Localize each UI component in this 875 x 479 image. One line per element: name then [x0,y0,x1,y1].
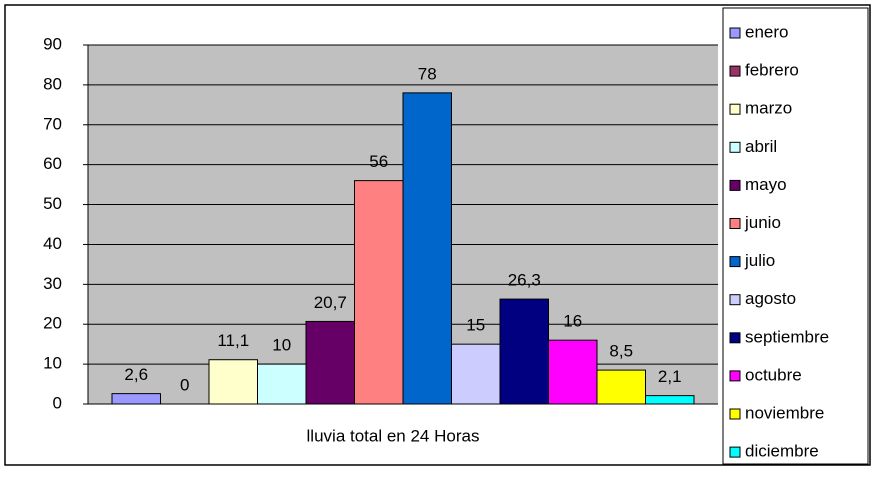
legend-label: noviembre [745,403,824,422]
y-tick-label: 50 [43,194,62,213]
bar [499,298,549,405]
y-tick-label: 20 [43,314,62,333]
legend-swatch [729,218,741,229]
legend-label: diciembre [745,442,819,461]
legend-box [722,7,869,465]
bar [548,339,598,405]
bar [451,343,501,405]
x-tick-label: lluvia total en 24 Horas [307,426,480,445]
data-label: 78 [418,64,437,83]
data-label: 20,7 [314,293,347,312]
legend-label: abril [745,137,777,156]
bar [354,180,404,405]
data-label: 15 [466,316,485,335]
y-tick-label: 60 [43,154,62,173]
bar [305,320,355,405]
data-label: 2,6 [124,365,148,384]
data-label: 16 [563,312,582,331]
legend-label: mayo [745,175,787,194]
data-label: 11,1 [217,331,249,350]
y-tick-label: 80 [43,74,62,93]
legend-swatch [729,27,741,39]
legend-swatch [729,65,741,77]
legend-label: febrero [745,61,799,80]
bar [402,92,452,405]
data-label: 10 [272,336,291,355]
bar [111,393,161,405]
data-label: 56 [369,152,388,171]
y-tick-label: 0 [53,393,62,412]
legend-swatch [729,446,741,458]
legend-label: septiembre [745,327,829,346]
data-label: 2,1 [658,367,682,386]
legend-label: junio [744,213,781,232]
y-tick-label: 10 [43,354,62,373]
y-tick-label: 30 [43,274,62,293]
data-label: 0 [180,375,189,394]
bar [645,395,695,405]
data-label: 8,5 [609,342,633,361]
data-label: 26,3 [508,271,541,290]
legend-swatch [729,370,741,382]
legend-swatch [729,103,741,115]
legend-swatch [729,256,741,268]
bar [596,369,646,405]
legend-swatch [729,141,741,153]
legend-swatch [729,332,741,344]
legend-label: marzo [745,99,792,118]
y-tick-label: 90 [43,34,62,53]
legend-label: enero [745,22,788,41]
legend-label: julio [744,251,775,270]
legend-swatch [729,294,741,306]
y-tick-label: 70 [43,114,62,133]
legend-swatch [729,408,741,420]
bar [257,363,307,405]
y-tick-label: 40 [43,234,62,253]
bar [208,359,258,405]
legend-swatch [729,179,741,191]
legend-label: agosto [745,289,796,308]
legend-label: octubre [745,365,802,384]
